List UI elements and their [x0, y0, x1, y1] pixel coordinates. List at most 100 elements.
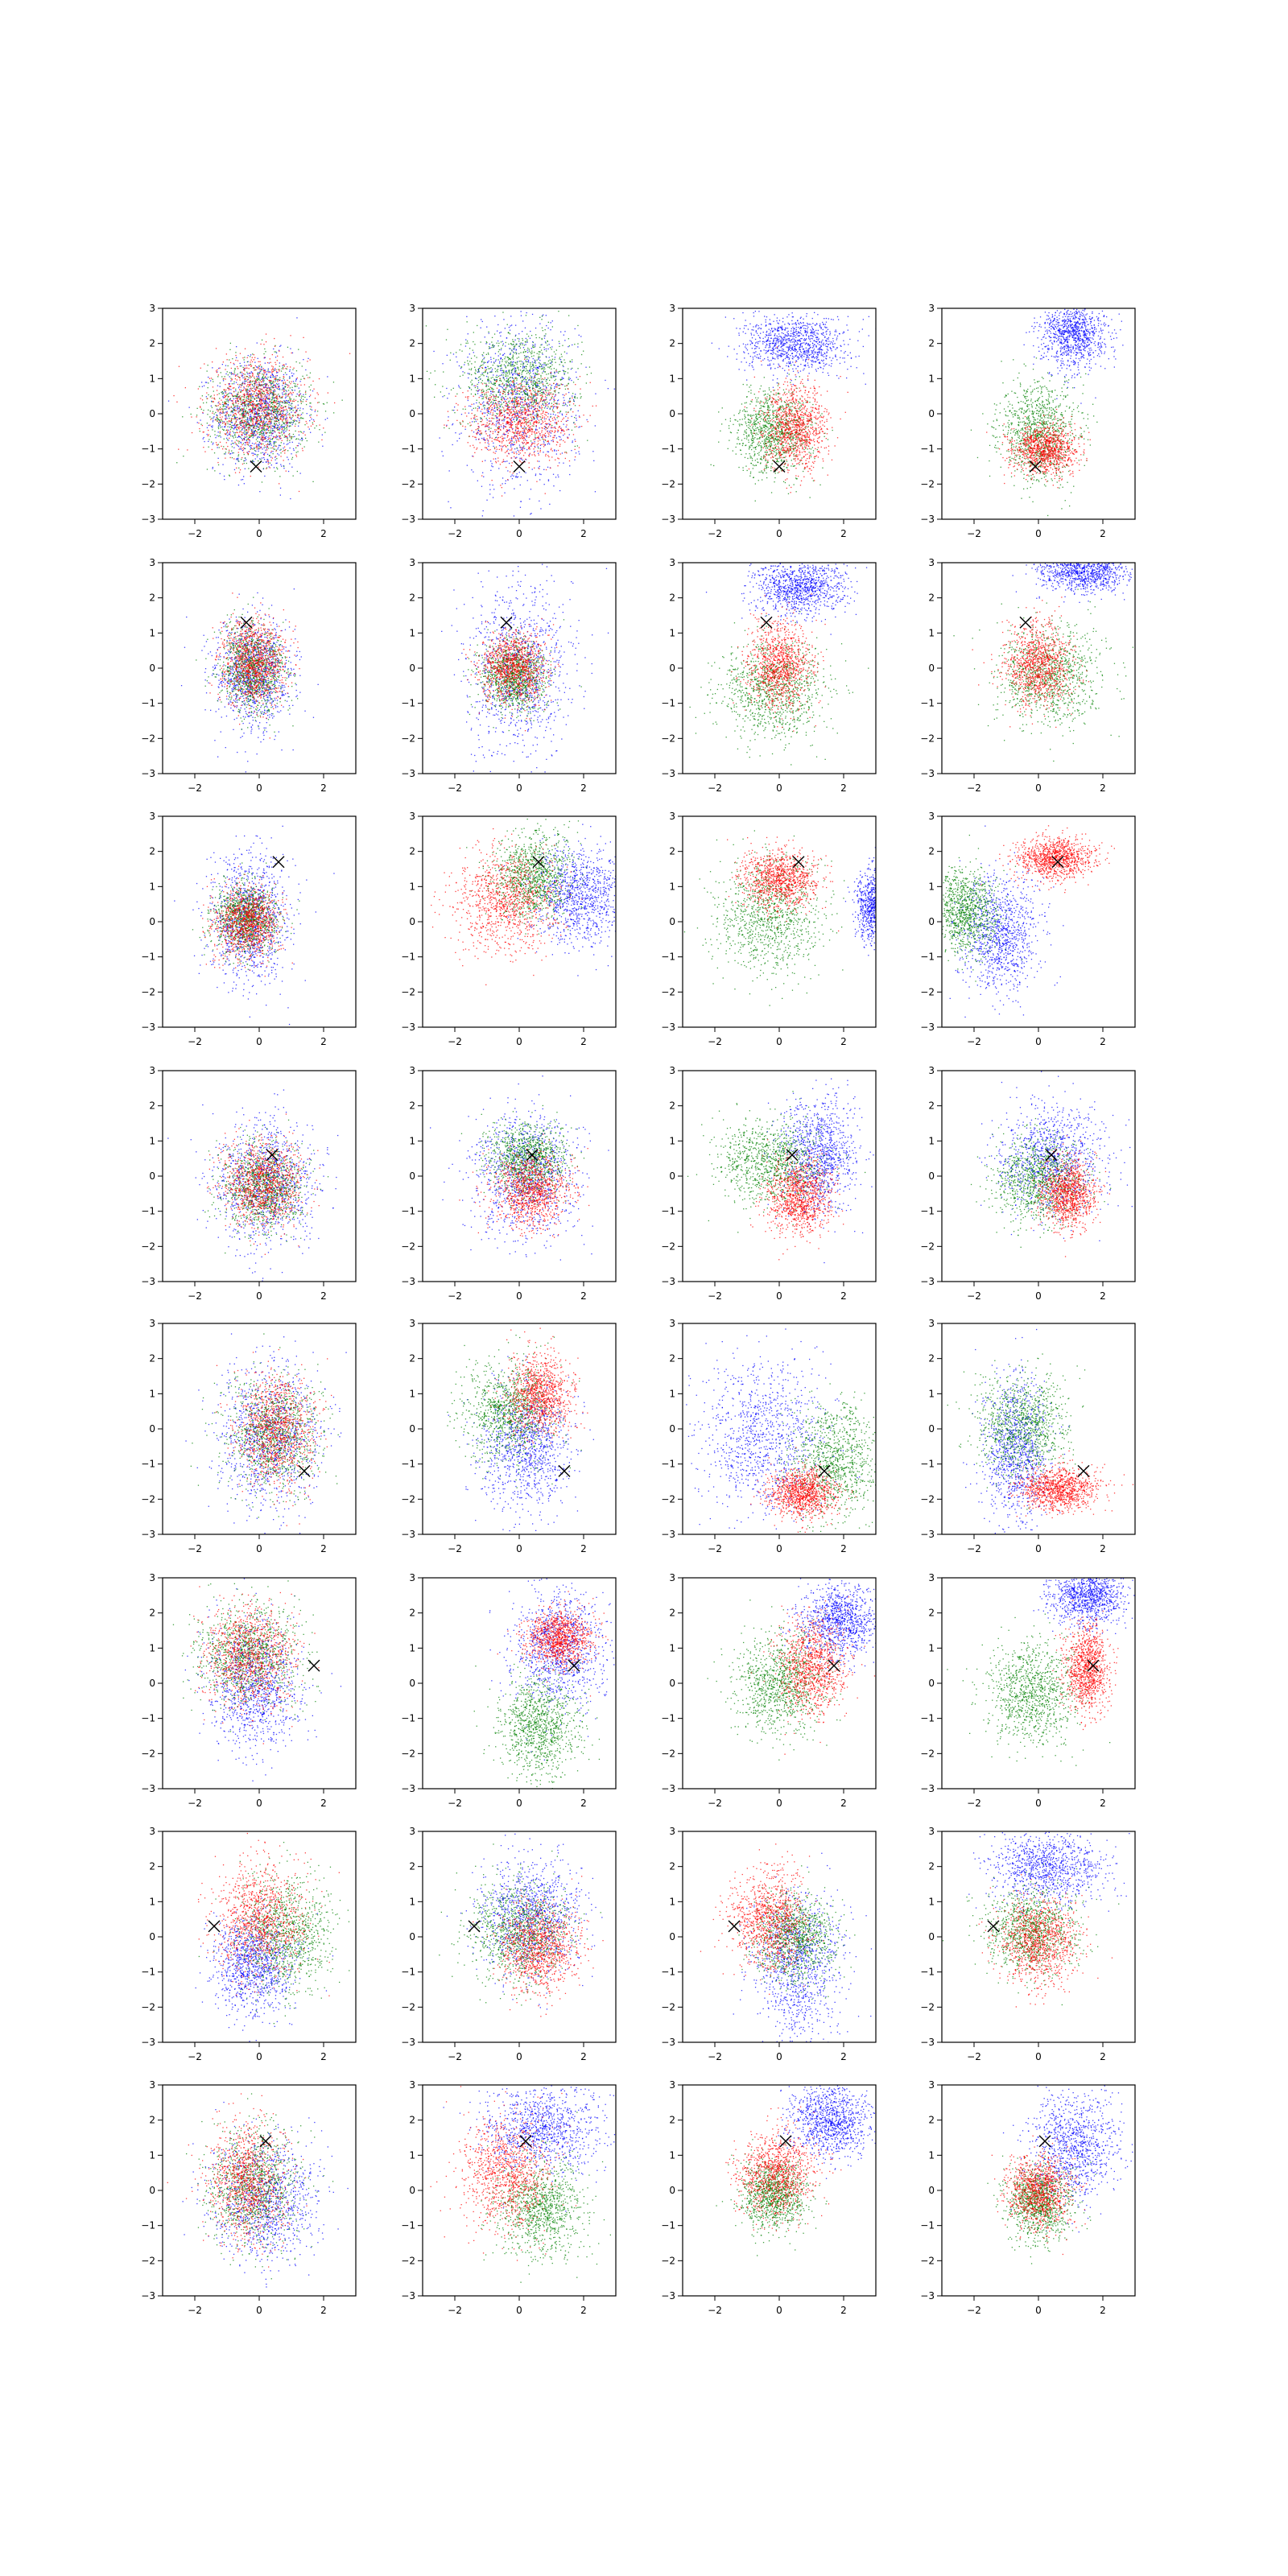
scatter-point [267, 407, 268, 408]
scatter-point [284, 401, 285, 402]
scatter-point [302, 418, 303, 419]
scatter-point [506, 460, 507, 461]
scatter-point [525, 399, 526, 400]
scatter-point [511, 381, 512, 382]
scatter-point [268, 462, 269, 463]
scatter-point [527, 406, 528, 407]
scatter-point [295, 415, 296, 416]
scatter-point [270, 431, 271, 432]
scatter-point [263, 353, 264, 354]
scatter-point [264, 373, 265, 374]
scatter-point [261, 400, 262, 401]
scatter-point [433, 351, 434, 352]
scatter-point [258, 365, 259, 366]
scatter-point [259, 407, 260, 408]
scatter-point [478, 430, 479, 431]
scatter-point [262, 423, 263, 424]
scatter-point [259, 420, 260, 421]
scatter-point [268, 423, 269, 424]
scatter-point [533, 378, 534, 379]
scatter-point [244, 399, 245, 400]
scatter-point [509, 384, 510, 385]
scatter-point [327, 418, 328, 419]
scatter-point [269, 398, 270, 399]
scatter-point [277, 425, 278, 426]
scatter-point [243, 449, 244, 450]
scatter-point [441, 451, 442, 452]
scatter-point [525, 390, 526, 391]
scatter-point [549, 402, 550, 403]
scatter-point [243, 396, 244, 397]
scatter-point [289, 440, 290, 441]
scatter-point [244, 411, 245, 412]
scatter-point [250, 380, 251, 381]
scatter-point [245, 428, 246, 429]
scatter-point [310, 359, 311, 360]
scatter-point [489, 344, 490, 345]
scatter-point [472, 383, 473, 384]
scatter-point [555, 385, 556, 386]
scatter-point [552, 409, 553, 410]
scatter-point [538, 446, 539, 447]
scatter-point [247, 439, 248, 440]
scatter-point [544, 393, 545, 394]
scatter-point [325, 419, 326, 420]
scatter-point [264, 459, 265, 460]
scatter-point [234, 407, 235, 408]
scatter-point [209, 416, 210, 417]
scatter-point [253, 390, 254, 391]
scatter-point [202, 395, 203, 396]
scatter-point [238, 412, 239, 413]
scatter-point [476, 439, 477, 440]
scatter-point [265, 384, 266, 385]
scatter-point [514, 340, 515, 341]
scatter-point [541, 319, 542, 320]
scatter-point [496, 423, 497, 424]
scatter-point [248, 355, 249, 356]
scatter-point [519, 345, 520, 346]
scatter-point [312, 424, 313, 425]
scatter-point [535, 430, 536, 431]
scatter-point [235, 376, 236, 377]
scatter-point [577, 445, 578, 446]
scatter-point [270, 456, 271, 457]
scatter-point [498, 384, 499, 385]
scatter-point [484, 437, 485, 438]
scatter-point [281, 432, 282, 433]
scatter-point [508, 332, 509, 333]
scatter-point [244, 483, 245, 484]
scatter-point [267, 415, 268, 416]
scatter-point [257, 448, 258, 449]
scatter-point [294, 419, 295, 420]
scatter-point [212, 413, 213, 414]
scatter-point [185, 387, 186, 388]
scatter-point [245, 457, 246, 458]
scatter-point [504, 385, 505, 386]
scatter-point [539, 337, 540, 338]
scatter-point [283, 374, 284, 375]
scatter-point [580, 396, 581, 397]
scatter-point [226, 418, 227, 419]
scatter-point [285, 372, 286, 373]
scatter-point [252, 425, 253, 426]
scatter-point [525, 396, 526, 397]
scatter-point [440, 391, 441, 392]
scatter-point [263, 435, 264, 436]
scatter-point [471, 368, 472, 369]
scatter-point [250, 476, 251, 477]
scatter-point [250, 421, 251, 422]
scatter-point [233, 391, 234, 392]
scatter-point [515, 352, 516, 353]
scatter-point [279, 380, 280, 381]
scatter-point [514, 398, 515, 399]
scatter-point [265, 351, 266, 352]
scatter-point [514, 362, 515, 363]
scatter-point [229, 421, 230, 422]
scatter-point [564, 362, 565, 363]
scatter-point [269, 410, 270, 411]
scatter-point [221, 408, 222, 409]
scatter-point [533, 358, 534, 359]
scatter-point [251, 445, 252, 446]
scatter-point [499, 445, 500, 446]
scatter-point [539, 352, 540, 353]
